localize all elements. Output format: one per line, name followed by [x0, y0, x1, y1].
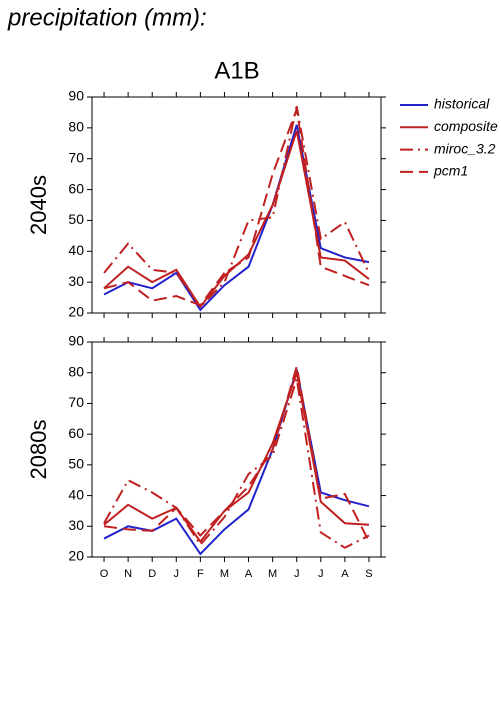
x-tick-label: F	[197, 568, 204, 580]
legend-label: pcm1	[433, 163, 468, 179]
y-axis-label: 2040s	[26, 175, 51, 235]
y-tick-label: 80	[68, 119, 84, 135]
x-tick-label: M	[268, 568, 277, 580]
series-line	[103, 366, 370, 543]
y-tick-label: 50	[68, 211, 84, 227]
x-tick-label: S	[365, 568, 372, 580]
y-tick-label: 70	[68, 394, 84, 410]
series-line	[103, 130, 370, 309]
x-tick-label: O	[100, 568, 109, 580]
y-tick-label: 90	[68, 333, 84, 349]
x-tick-label: J	[174, 568, 180, 580]
y-tick-label: 40	[68, 486, 84, 502]
y-tick-label: 60	[68, 425, 84, 441]
x-tick-label: A	[341, 568, 349, 580]
legend-label: composite	[434, 118, 498, 134]
series-line	[103, 106, 370, 309]
page-header: precipitation (mm):	[7, 4, 207, 31]
y-axis-label: 2080s	[26, 420, 51, 480]
y-tick-label: 70	[68, 149, 84, 165]
x-tick-label: M	[220, 568, 229, 580]
plot-frame	[91, 341, 382, 558]
series-line	[103, 369, 370, 556]
chart-title: A1B	[214, 57, 259, 84]
series-line	[103, 124, 370, 312]
legend-label: historical	[434, 96, 490, 112]
series-line	[103, 105, 370, 307]
series-line	[103, 378, 370, 549]
y-tick-label: 20	[68, 548, 84, 564]
y-tick-label: 30	[68, 273, 84, 289]
x-tick-label: J	[294, 568, 300, 580]
series-line	[103, 368, 370, 544]
y-tick-label: 30	[68, 517, 84, 533]
y-tick-label: 80	[68, 363, 84, 379]
x-tick-label: D	[148, 568, 156, 580]
y-tick-label: 50	[68, 456, 84, 472]
y-tick-label: 40	[68, 242, 84, 258]
legend-label: miroc_3.2	[434, 140, 496, 156]
x-tick-label: J	[318, 568, 324, 580]
x-tick-label: N	[124, 568, 132, 580]
x-tick-label: A	[245, 568, 253, 580]
y-tick-label: 90	[68, 88, 84, 104]
y-tick-label: 60	[68, 180, 84, 196]
y-tick-label: 20	[68, 304, 84, 320]
plot-frame	[91, 96, 382, 314]
